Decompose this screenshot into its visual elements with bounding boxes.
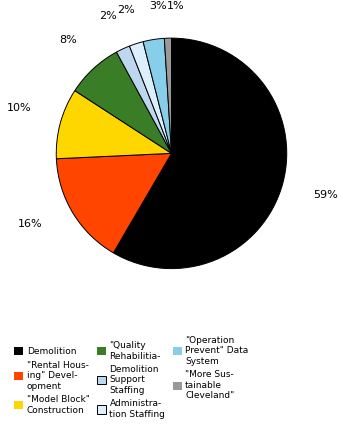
Legend: Demolition, "Rental Hous-
ing" Devel-
opment, "Model Block"
Construction, "Quali: Demolition, "Rental Hous- ing" Devel- op… — [11, 333, 251, 421]
Text: 16%: 16% — [17, 219, 42, 230]
Wedge shape — [117, 46, 172, 153]
Wedge shape — [129, 42, 172, 153]
Text: 2%: 2% — [99, 11, 117, 21]
Text: 1%: 1% — [167, 1, 185, 11]
Wedge shape — [56, 153, 172, 253]
Text: 59%: 59% — [313, 190, 338, 199]
Wedge shape — [143, 38, 172, 153]
Wedge shape — [56, 91, 172, 159]
Text: 8%: 8% — [60, 35, 78, 45]
Text: 2%: 2% — [117, 6, 135, 15]
Text: 3%: 3% — [149, 2, 166, 12]
Wedge shape — [75, 52, 172, 153]
Wedge shape — [113, 38, 287, 269]
Text: 10%: 10% — [7, 103, 31, 113]
Wedge shape — [164, 38, 172, 153]
